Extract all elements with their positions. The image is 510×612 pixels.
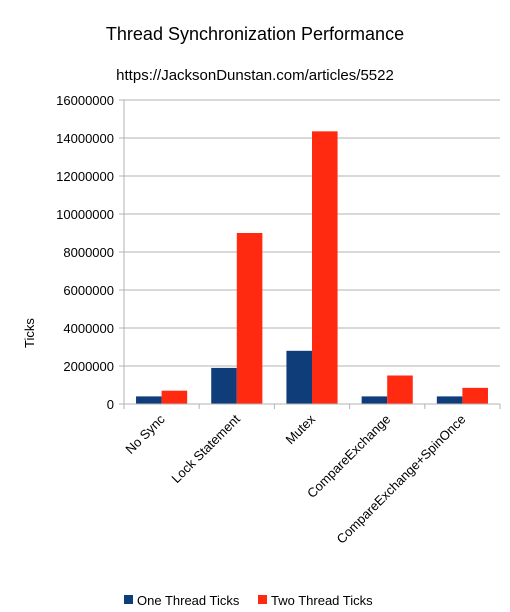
bar (436, 396, 463, 404)
bar (462, 387, 488, 404)
x-tick-label: No Sync (122, 411, 168, 457)
bar (286, 350, 312, 404)
y-axis-label: Ticks (22, 318, 37, 348)
y-tick-label: 6000000 (63, 283, 114, 298)
x-tick-label: Mutex (282, 411, 318, 447)
y-tick-label: 10000000 (56, 207, 114, 222)
chart-subtitle: https://JacksonDunstan.com/articles/5522 (116, 67, 394, 84)
legend-swatch (258, 595, 267, 604)
bar (136, 396, 162, 404)
bar (211, 367, 237, 404)
legend-label: One Thread Ticks (137, 593, 240, 608)
y-tick-label: 16000000 (56, 93, 114, 108)
y-tick-label: 2000000 (63, 359, 114, 374)
x-tick-label: CompareExchange (304, 412, 393, 501)
y-tick-label: 8000000 (63, 245, 114, 260)
y-tick-label: 0 (107, 397, 114, 412)
bar (312, 131, 338, 404)
bar (387, 375, 413, 404)
y-tick-label: 12000000 (56, 169, 114, 184)
legend-swatch (124, 595, 133, 604)
x-tick-label: CompareExchange+SpinOnce (333, 412, 468, 547)
legend-label: Two Thread Ticks (271, 593, 373, 608)
y-tick-label: 4000000 (63, 321, 114, 336)
bar (161, 390, 188, 404)
x-tick-label: Lock Statement (168, 411, 243, 486)
bar (361, 396, 388, 404)
chart-title: Thread Synchronization Performance (106, 24, 404, 44)
bar (236, 233, 263, 404)
y-tick-label: 14000000 (56, 131, 114, 146)
